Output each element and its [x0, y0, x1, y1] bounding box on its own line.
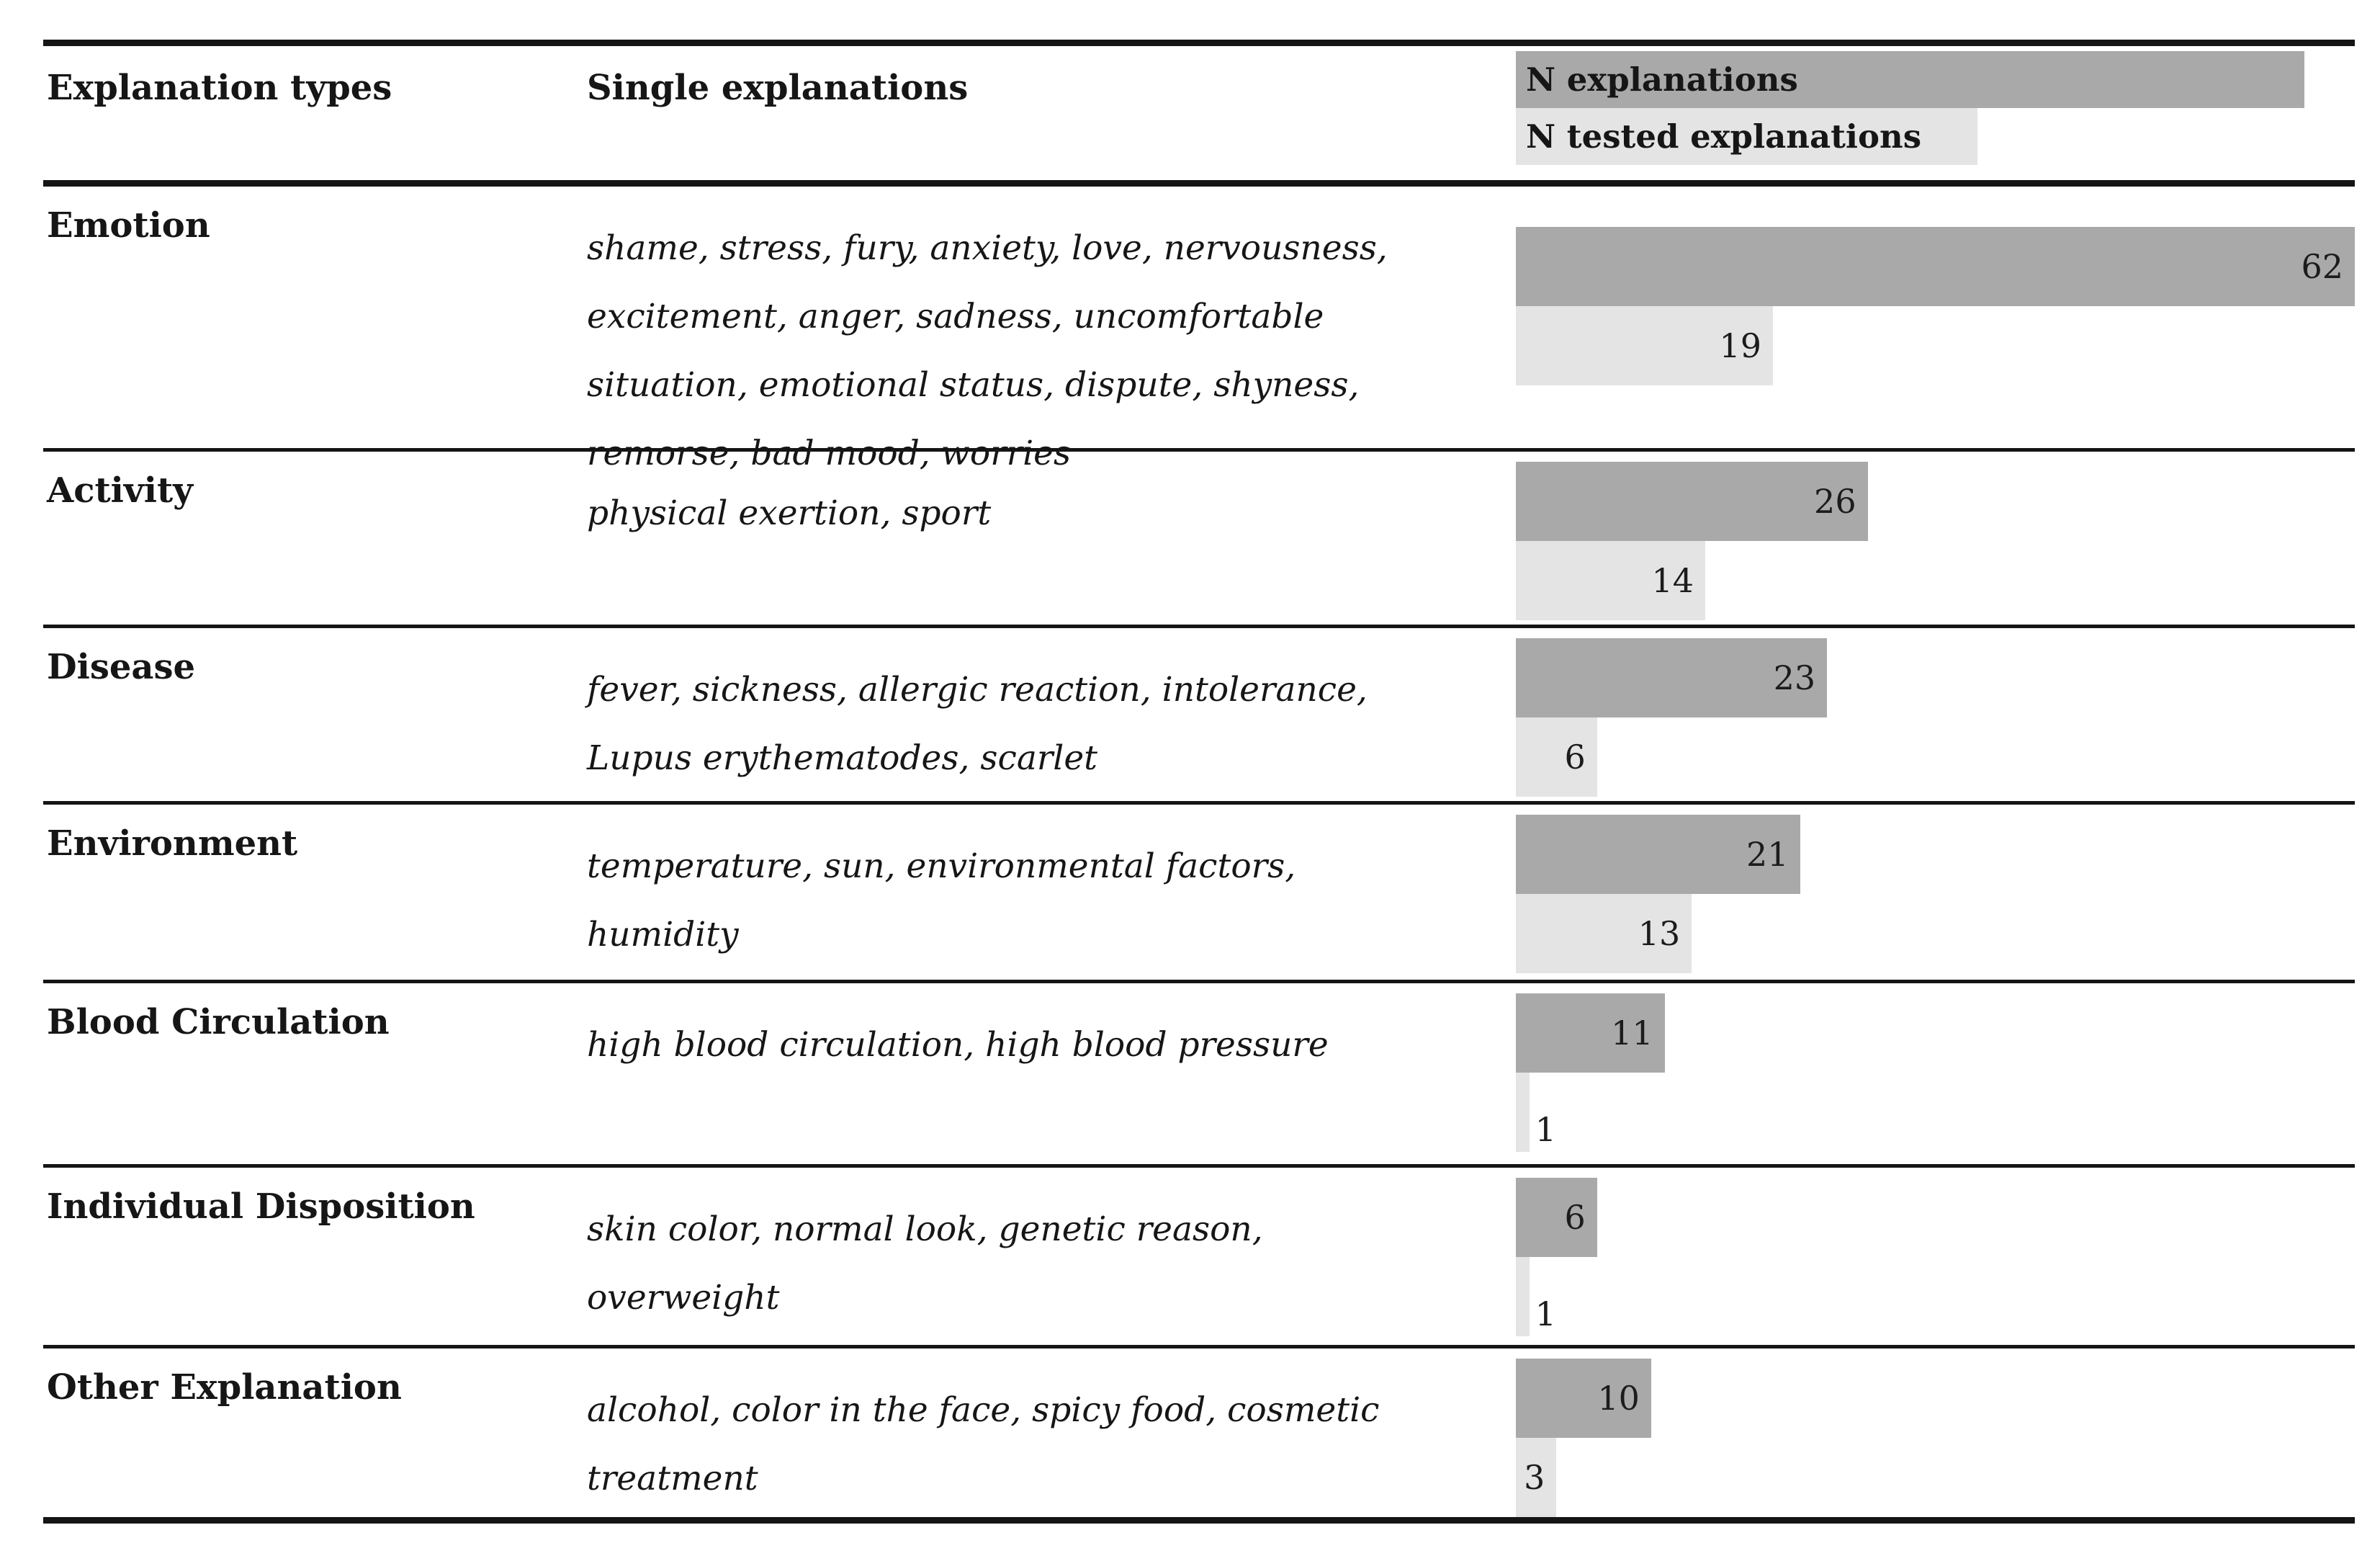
- legend: N explanations N tested explanations: [1516, 46, 2355, 180]
- n-tested-explanations-value: 19: [1719, 326, 1762, 365]
- n-tested-explanations-bar: 3: [1516, 1438, 1557, 1517]
- table-row: Blood Circulation high blood circulation…: [43, 983, 2355, 1168]
- n-explanations-value: 6: [1564, 1198, 1586, 1237]
- explanation-type-label: Disease: [47, 647, 196, 687]
- table-row: Activity physical exertion, sport 26 14: [43, 452, 2355, 628]
- single-explanations-text: shame, stress, fury, anxiety, love, nerv…: [587, 228, 1388, 473]
- n-tested-explanations-bar: 1: [1516, 1257, 1556, 1336]
- bar-group: 21 13: [1516, 805, 2355, 980]
- n-explanations-bar: 11: [1516, 993, 1665, 1073]
- n-tested-explanations-value: 13: [1638, 914, 1681, 953]
- table-row: Environment temperature, sun, environmen…: [43, 805, 2355, 983]
- single-explanations-text: alcohol, color in the face, spicy food, …: [587, 1390, 1380, 1498]
- explanation-types-table: Explanation types Single explanations N …: [43, 40, 2355, 1524]
- legend-n-tested-explanations-label: N tested explanations: [1526, 117, 1922, 156]
- bar-group: 6 1: [1516, 1168, 2355, 1345]
- explanation-type-label: Individual Disposition: [47, 1186, 475, 1227]
- table-row: Emotion shame, stress, fury, anxiety, lo…: [43, 187, 2355, 473]
- n-tested-explanations-bar: 19: [1516, 306, 1774, 385]
- table-row: Individual Disposition skin color, norma…: [43, 1168, 2355, 1348]
- n-tested-explanations-bar: 1: [1516, 1073, 1556, 1152]
- column-header-explanation-types: Explanation types: [47, 68, 392, 108]
- single-explanations-text: temperature, sun, environmental factors,…: [587, 846, 1296, 954]
- explanation-type-label: Emotion: [47, 205, 210, 246]
- bar-group: 23 6: [1516, 628, 2355, 801]
- n-explanations-value: 10: [1597, 1379, 1640, 1418]
- legend-n-tested-explanations-swatch: N tested explanations: [1516, 108, 1977, 165]
- n-tested-explanations-value: 1: [1535, 1294, 1557, 1334]
- bar-group: 26 14: [1516, 452, 2355, 625]
- explanation-type-label: Environment: [47, 823, 298, 864]
- column-header-single-explanations: Single explanations: [587, 68, 969, 108]
- n-explanations-bar: 62: [1516, 227, 2355, 306]
- n-explanations-value: 23: [1773, 658, 1816, 697]
- table-body: Emotion shame, stress, fury, anxiety, lo…: [43, 187, 2355, 1517]
- table-header-row: Explanation types Single explanations N …: [43, 46, 2355, 187]
- n-tested-explanations-bar: 14: [1516, 541, 1706, 620]
- legend-n-explanations-label: N explanations: [1526, 61, 1798, 99]
- explanation-type-label: Other Explanation: [47, 1367, 402, 1408]
- n-explanations-bar: 26: [1516, 462, 1868, 541]
- bar-group: 62 19: [1516, 187, 2355, 488]
- n-explanations-bar: 23: [1516, 638, 1828, 717]
- single-explanations-text: high blood circulation, high blood press…: [587, 1025, 1329, 1065]
- bar-group: 11 1: [1516, 983, 2355, 1164]
- n-explanations-value: 62: [2301, 247, 2343, 286]
- n-explanations-value: 11: [1611, 1014, 1653, 1052]
- table-row: Other Explanation alcohol, color in the …: [43, 1348, 2355, 1517]
- n-tested-explanations-value: 14: [1651, 561, 1694, 600]
- n-explanations-value: 26: [1814, 482, 1856, 521]
- bar-group: 10 3: [1516, 1348, 2355, 1517]
- n-tested-explanations-value: 3: [1524, 1458, 1545, 1497]
- n-tested-explanations-bar: 13: [1516, 894, 1692, 973]
- legend-n-explanations-swatch: N explanations: [1516, 51, 2305, 108]
- n-tested-explanations-bar: 6: [1516, 717, 1597, 797]
- n-explanations-value: 21: [1746, 835, 1789, 874]
- table-row: Disease fever, sickness, allergic reacti…: [43, 628, 2355, 805]
- explanation-type-label: Blood Circulation: [47, 1002, 390, 1042]
- n-explanations-bar: 21: [1516, 815, 1800, 894]
- single-explanations-text: fever, sickness, allergic reaction, into…: [587, 670, 1368, 778]
- n-explanations-bar: 10: [1516, 1359, 1651, 1438]
- explanation-type-label: Activity: [47, 470, 194, 511]
- n-tested-explanations-value: 6: [1564, 738, 1586, 777]
- n-explanations-bar: 6: [1516, 1178, 1597, 1257]
- single-explanations-text: skin color, normal look, genetic reason,…: [587, 1209, 1263, 1318]
- n-tested-explanations-value: 1: [1535, 1110, 1557, 1150]
- single-explanations-text: physical exertion, sport: [587, 493, 992, 533]
